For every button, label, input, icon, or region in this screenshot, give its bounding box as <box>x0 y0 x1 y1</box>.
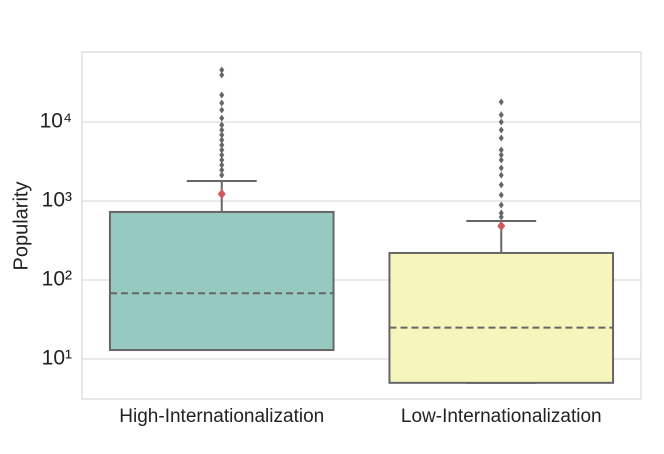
outlier <box>498 171 504 179</box>
y-tick-label: 10² <box>42 268 72 291</box>
plot-frame <box>81 51 642 400</box>
outlier <box>219 146 225 154</box>
outlier <box>498 146 504 154</box>
outlier <box>498 213 504 221</box>
outlier <box>219 166 225 174</box>
outlier <box>219 156 225 164</box>
y-tick-label: 10⁴ <box>40 110 72 133</box>
outlier <box>498 111 504 119</box>
outlier <box>219 71 225 79</box>
mean-marker <box>497 220 506 231</box>
outlier <box>498 118 504 126</box>
outlier <box>219 171 225 179</box>
outlier <box>219 161 225 169</box>
outlier <box>498 201 504 209</box>
outlier <box>498 209 504 217</box>
outlier <box>498 134 504 142</box>
outlier <box>498 181 504 189</box>
outlier <box>219 114 225 122</box>
outlier <box>219 136 225 144</box>
outlier <box>219 99 225 107</box>
outlier <box>498 126 504 134</box>
mean-marker <box>217 188 226 199</box>
box <box>388 251 615 384</box>
outlier <box>498 98 504 106</box>
y-tick-label: 10¹ <box>42 347 72 370</box>
outlier <box>219 141 225 149</box>
outlier <box>498 164 504 172</box>
y-axis-label: Popularity <box>10 182 32 271</box>
outlier <box>219 151 225 159</box>
outlier <box>219 126 225 134</box>
outlier <box>219 91 225 99</box>
outlier <box>219 121 225 129</box>
outlier <box>498 156 504 164</box>
outlier <box>219 66 225 74</box>
x-tick-label: High-Internationalization <box>119 406 324 427</box>
outlier <box>498 151 504 159</box>
x-tick-label: Low-Internationalization <box>401 406 602 427</box>
outlier <box>498 191 504 199</box>
y-tick-label: 10³ <box>42 189 72 212</box>
box <box>108 210 335 352</box>
outlier <box>219 131 225 139</box>
outlier <box>219 106 225 114</box>
